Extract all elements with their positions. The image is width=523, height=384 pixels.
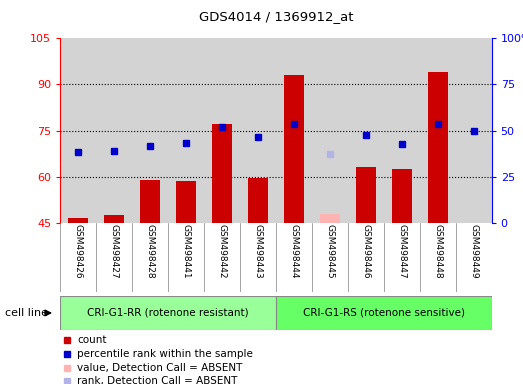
Text: GSM498443: GSM498443 xyxy=(254,224,263,279)
Bar xyxy=(104,215,124,223)
Bar xyxy=(68,218,88,223)
Bar xyxy=(419,38,456,223)
Text: CRI-G1-RR (rotenone resistant): CRI-G1-RR (rotenone resistant) xyxy=(87,308,249,318)
Text: GSM498426: GSM498426 xyxy=(74,224,83,279)
Bar xyxy=(204,38,240,223)
Bar xyxy=(140,180,160,223)
Bar xyxy=(428,72,448,223)
Bar xyxy=(248,178,268,223)
Text: GSM498445: GSM498445 xyxy=(325,224,334,279)
Text: GSM498428: GSM498428 xyxy=(145,224,154,279)
Text: CRI-G1-RS (rotenone sensitive): CRI-G1-RS (rotenone sensitive) xyxy=(303,308,465,318)
Bar xyxy=(348,38,384,223)
Text: count: count xyxy=(77,335,107,345)
Bar xyxy=(60,38,96,223)
Bar xyxy=(284,75,304,223)
Bar xyxy=(456,38,492,223)
Text: rank, Detection Call = ABSENT: rank, Detection Call = ABSENT xyxy=(77,376,238,384)
Text: GSM498446: GSM498446 xyxy=(361,224,370,279)
Text: GSM498448: GSM498448 xyxy=(433,224,442,279)
Bar xyxy=(240,38,276,223)
FancyBboxPatch shape xyxy=(276,296,492,329)
Text: GSM498449: GSM498449 xyxy=(469,224,478,279)
Text: value, Detection Call = ABSENT: value, Detection Call = ABSENT xyxy=(77,363,243,373)
Bar xyxy=(276,38,312,223)
Bar xyxy=(384,38,419,223)
Bar xyxy=(312,38,348,223)
Text: cell line: cell line xyxy=(5,308,48,318)
Bar xyxy=(392,169,412,223)
Text: GSM498447: GSM498447 xyxy=(397,224,406,279)
Text: percentile rank within the sample: percentile rank within the sample xyxy=(77,349,253,359)
Bar xyxy=(132,38,168,223)
Bar xyxy=(212,124,232,223)
Text: GSM498444: GSM498444 xyxy=(289,224,298,279)
Text: GSM498442: GSM498442 xyxy=(218,224,226,279)
Bar xyxy=(176,181,196,223)
Bar xyxy=(96,38,132,223)
Bar xyxy=(356,167,376,223)
Bar xyxy=(168,38,204,223)
FancyBboxPatch shape xyxy=(60,296,276,329)
Text: GSM498441: GSM498441 xyxy=(181,224,190,279)
Bar xyxy=(320,214,340,223)
Text: GDS4014 / 1369912_at: GDS4014 / 1369912_at xyxy=(199,10,353,23)
Text: GSM498427: GSM498427 xyxy=(110,224,119,279)
